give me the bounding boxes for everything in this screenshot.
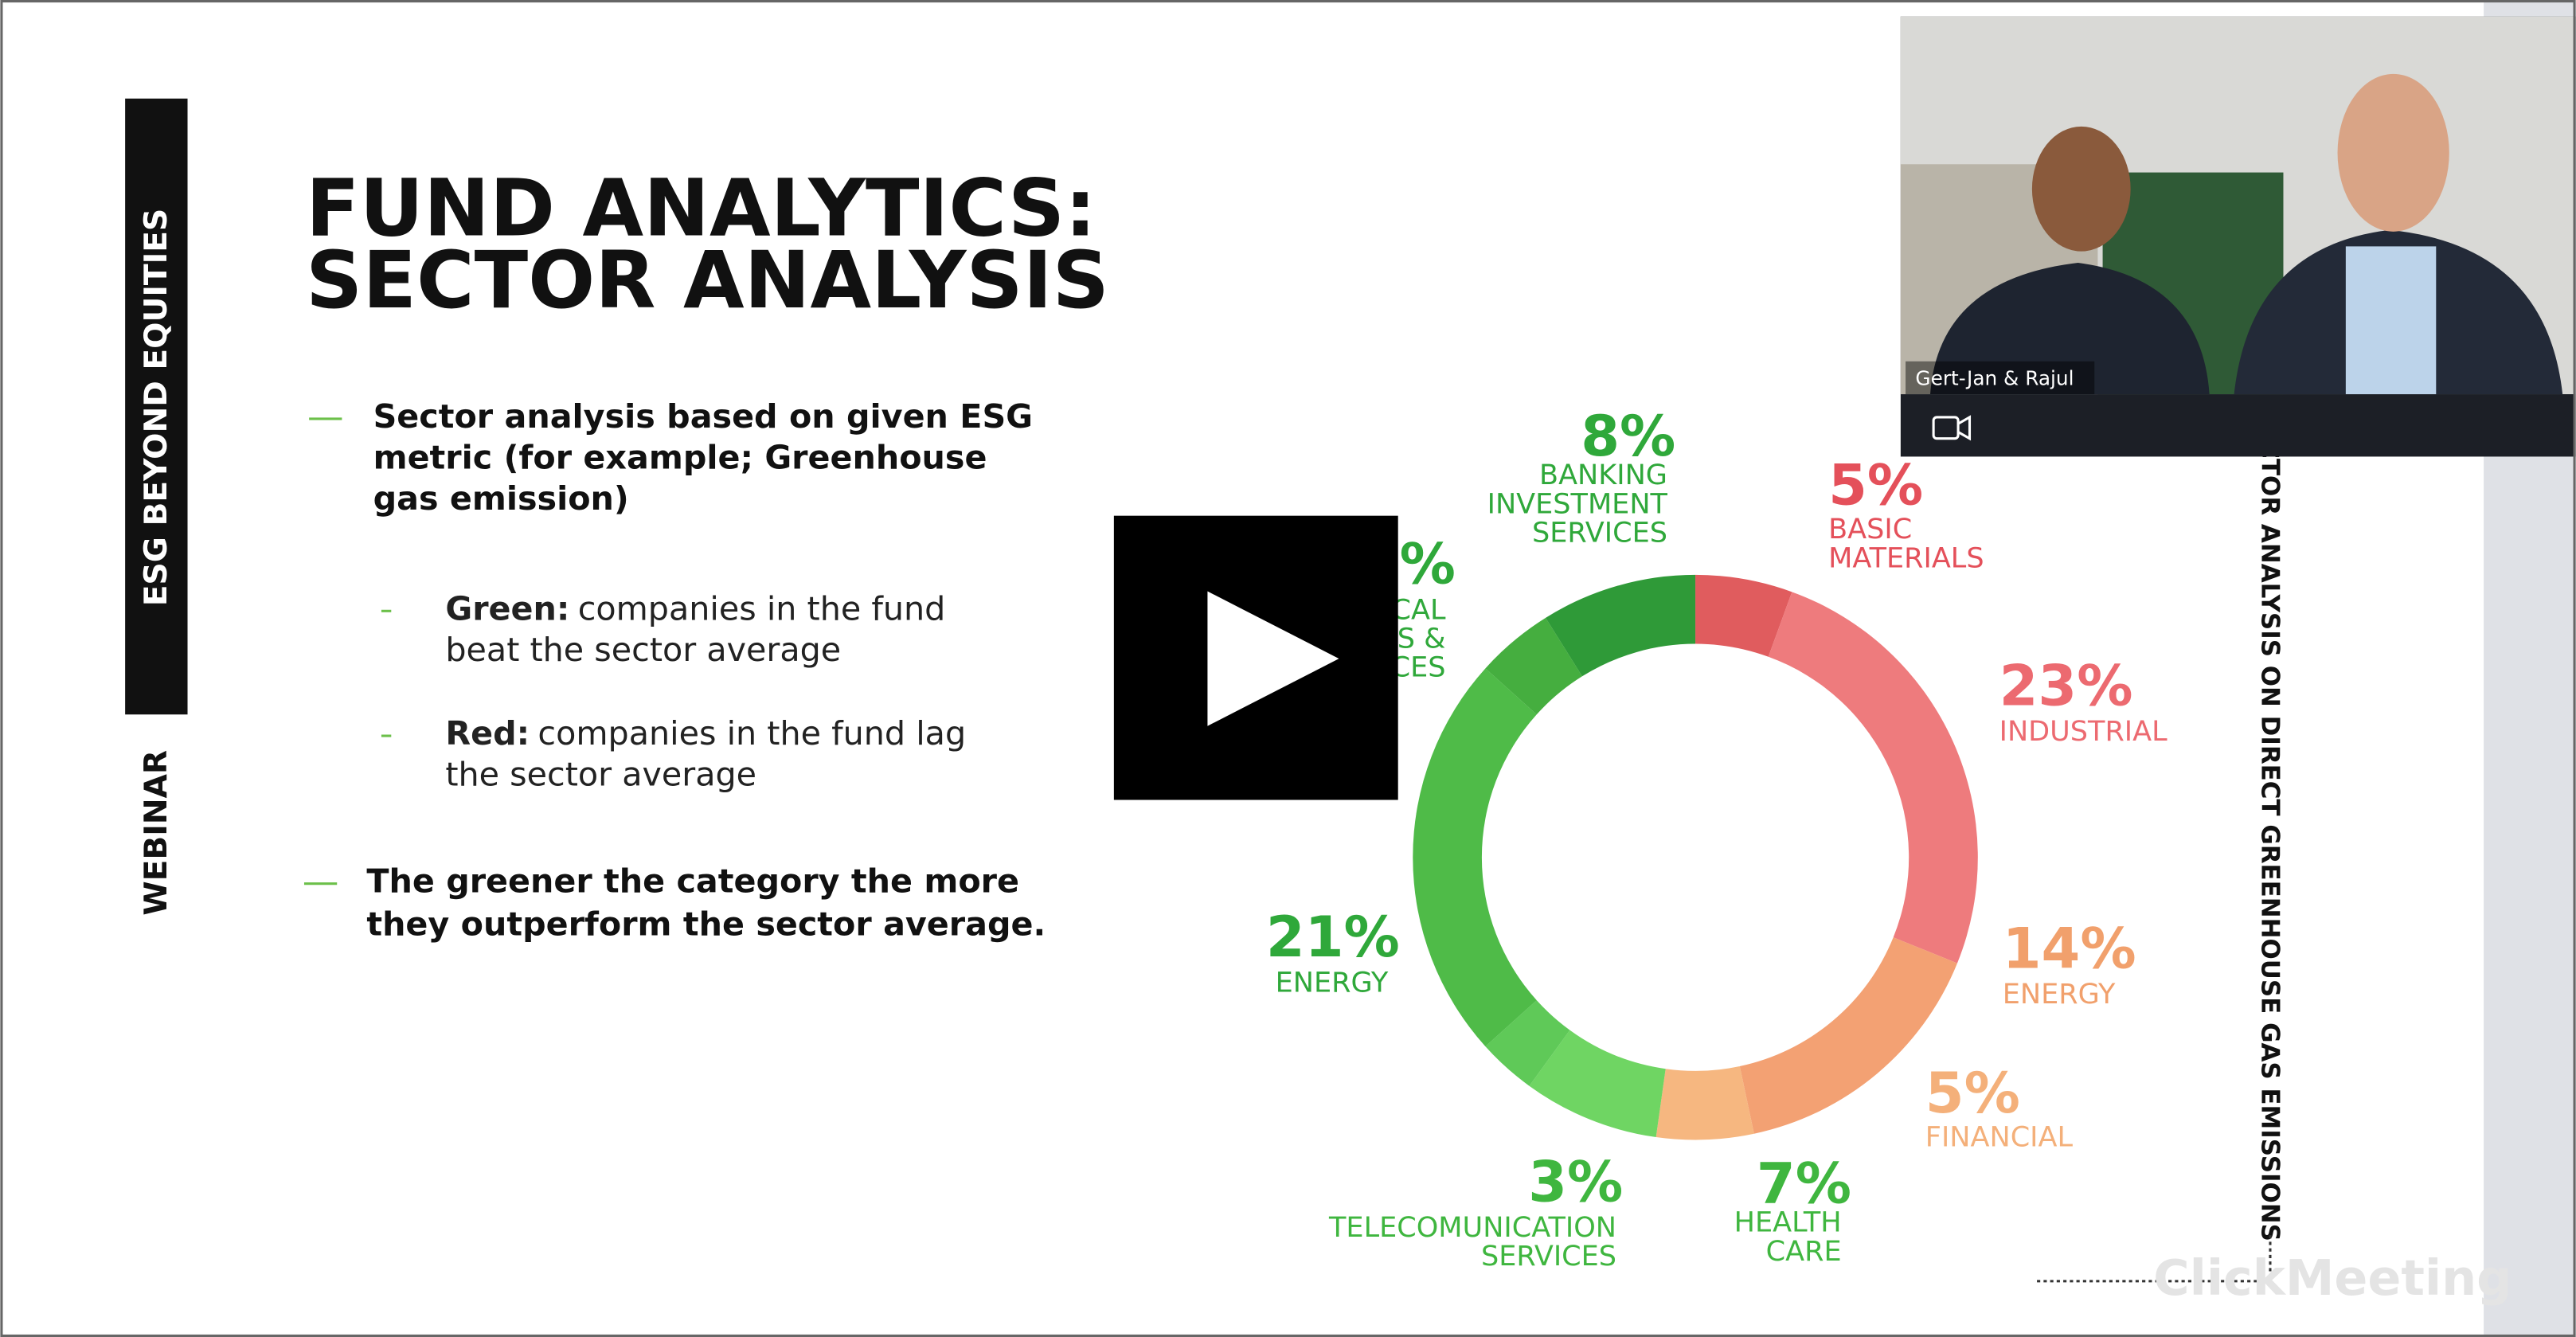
vertical-caption: CTOR ANALYSIS ON DIRECT GREENHOUSE GAS E… [2255, 440, 2284, 1241]
donut-segment [1695, 574, 1792, 657]
segment-category-label: FINANCIAL [1925, 1120, 2074, 1153]
segment-category-label: BASIC [1828, 513, 1912, 545]
segment-value-label: 5% [1925, 1061, 2020, 1126]
dotted-line [2037, 1235, 2272, 1283]
segment-category-label: INVESTMENT [1487, 487, 1668, 520]
name-tag-bg [1906, 361, 2095, 395]
donut-segment [1485, 617, 1582, 715]
segment-category-label: ENERGY [2003, 978, 2116, 1011]
segment-value-label: 3% [1528, 1149, 1623, 1214]
sub-bullet-text: Green: companies in the fund [445, 589, 945, 627]
segment-category-label: SERVICES [1532, 516, 1667, 549]
segment-category-label: CAL [1392, 593, 1446, 626]
side-label: ESG BEYOND EQUITIES [139, 209, 174, 607]
bullet-text: gas emission) [373, 479, 629, 518]
segment-category-label: MATERIALS [1828, 541, 1984, 574]
bullets: Sector analysis based on given ESGmetric… [303, 397, 1046, 943]
bullet-text: metric (for example; Greenhouse [373, 439, 987, 477]
slide-title: SECTOR ANALYSIS [306, 235, 1109, 326]
segment-category-label: CARE [1766, 1235, 1842, 1268]
camera-lens[interactable] [1957, 415, 1972, 441]
segment-category-label: ENERGY [1276, 967, 1389, 999]
segment-value-label: 21% [1266, 905, 1400, 970]
side-bar [125, 98, 188, 715]
slide-title: FUND ANALYTICS: [306, 162, 1096, 254]
donut-segment [1546, 574, 1696, 677]
sub-bullet-bold: Red: [445, 714, 530, 753]
sub-bullet-text: beat the sector average [445, 631, 841, 669]
segment-category-label: HEALTH [1734, 1206, 1842, 1239]
sub-bullet-bold: Green: [445, 589, 569, 627]
segment-category-label: S & [1397, 622, 1446, 655]
donut-chart: 5%BASICMATERIALS23%INDUSTRIAL14%ENERGY5%… [1266, 404, 2168, 1272]
segment-category-label: TELECOMUNICATION [1328, 1211, 1616, 1244]
sub-bullet-line: companies in the fund lag [537, 714, 966, 753]
segment-value-label: 8% [1581, 404, 1675, 469]
bullet-text: they outperform the sector average. [366, 905, 1046, 943]
bullet-text: The greener the category the more [366, 862, 1019, 901]
donut-segment [1655, 1065, 1754, 1140]
segment-value-label: 14% [2003, 916, 2136, 981]
donut-segment [1485, 1000, 1570, 1086]
segment-value-label: 5% [1828, 453, 1923, 518]
segment-category-label: CES [1391, 651, 1446, 683]
donut-segment [1768, 592, 1978, 964]
donut-segment [1529, 1030, 1666, 1138]
person-shirt [2345, 246, 2437, 395]
sub-bullet-text: Red: companies in the fund lag [445, 714, 966, 753]
segment-category-label: BANKING [1539, 459, 1667, 491]
segment-value-label: 23% [1999, 653, 2133, 718]
person-head [2031, 126, 2131, 252]
play-button[interactable] [1113, 515, 1398, 800]
sub-bullet-text: the sector average [445, 756, 756, 794]
video-panel: Gert-Jan & Rajul [1900, 16, 2576, 457]
camera-icon[interactable] [1932, 415, 1972, 441]
play-icon[interactable] [1207, 591, 1339, 726]
sub-bullet-line: companies in the fund [578, 589, 946, 627]
segment-value-label: 7% [1757, 1151, 1851, 1216]
camera-body[interactable] [1932, 416, 1960, 440]
segment-category-label: INDUSTRIAL [1999, 715, 2168, 748]
person-head [2337, 73, 2449, 232]
bullet-text: Sector analysis based on given ESG [373, 397, 1033, 436]
segment-category-label: SERVICES [1481, 1240, 1616, 1272]
donut-segment [1413, 668, 1537, 1047]
donut-segment [1739, 937, 1957, 1134]
side-label: WEBINAR [139, 750, 174, 916]
person-body [1929, 263, 2210, 395]
participant-name: Gert-Jan & Rajul [1915, 366, 2074, 389]
watermark: ClickMeeting [2153, 1249, 2512, 1307]
